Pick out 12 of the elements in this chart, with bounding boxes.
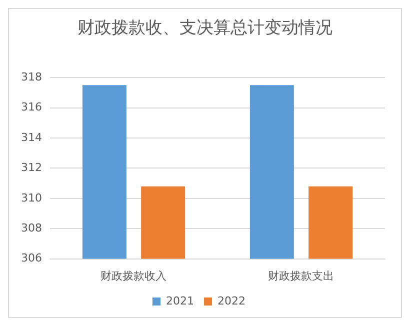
y-tick-label: 310 bbox=[20, 191, 42, 204]
y-tick-label: 316 bbox=[20, 100, 42, 114]
legend-label: 2021 bbox=[166, 294, 194, 308]
y-tick-label: 312 bbox=[20, 161, 42, 174]
y-tick-label: 314 bbox=[20, 130, 42, 144]
y-tick-label: 306 bbox=[20, 252, 42, 265]
y-tick-label: 318 bbox=[20, 70, 42, 84]
legend-label: 2022 bbox=[218, 294, 246, 308]
x-tick-label: 财政拨款收入 bbox=[100, 269, 167, 282]
x-tick-label: 财政拨款支出 bbox=[268, 269, 334, 282]
chart-title: 财政拨款收、支决算总计变动情况 bbox=[76, 17, 334, 40]
y-tick-label: 308 bbox=[20, 221, 42, 234]
